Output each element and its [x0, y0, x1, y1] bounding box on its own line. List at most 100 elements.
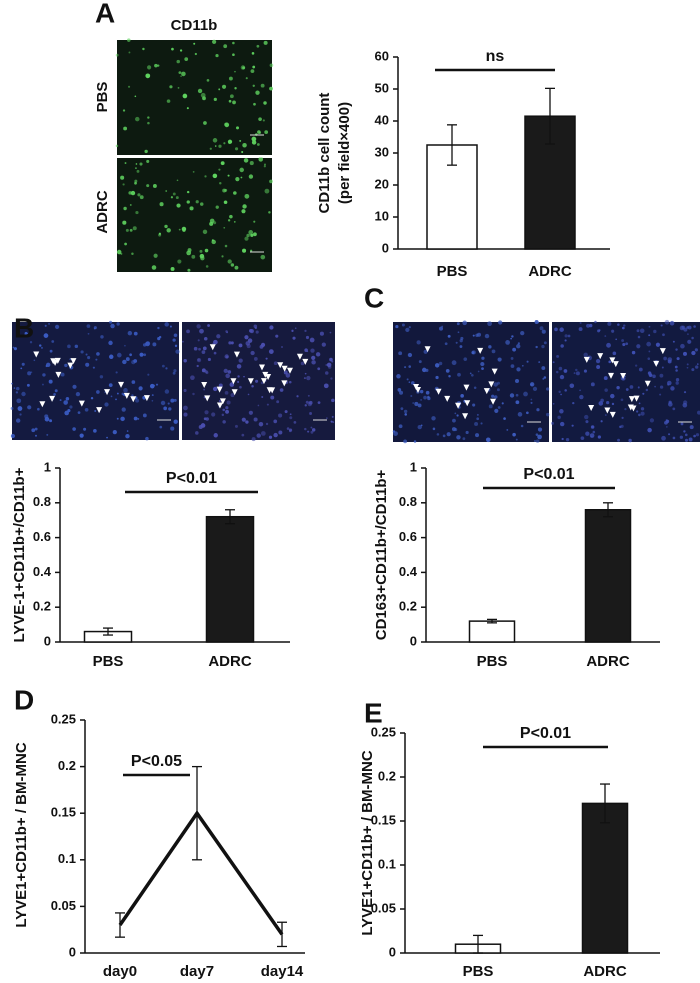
cell	[139, 195, 144, 200]
cell	[536, 408, 540, 412]
cell	[661, 366, 664, 369]
arrowhead	[49, 395, 56, 402]
cell	[129, 204, 132, 206]
cell	[257, 130, 261, 134]
cell	[256, 143, 260, 146]
cell	[37, 407, 40, 411]
cell	[232, 53, 235, 57]
arrowhead	[296, 353, 303, 360]
cell	[304, 427, 307, 431]
cell	[329, 357, 333, 362]
y-tick-label: 0.6	[399, 529, 417, 544]
cell	[237, 375, 240, 378]
cell	[679, 435, 683, 439]
cell	[177, 86, 180, 89]
cell	[87, 332, 90, 335]
cell	[505, 340, 510, 345]
cell	[564, 339, 567, 342]
cell	[20, 367, 23, 370]
cell	[173, 419, 178, 424]
cell	[232, 41, 235, 45]
cell	[545, 412, 550, 417]
arrowhead	[413, 383, 420, 390]
cell	[445, 369, 450, 373]
cell	[202, 346, 207, 351]
cell	[532, 386, 538, 391]
cell	[127, 330, 133, 336]
bar	[581, 802, 629, 954]
cell	[455, 341, 458, 344]
cell	[205, 265, 209, 268]
y-axis-label: CD11b cell count	[316, 93, 333, 214]
cell	[575, 371, 580, 376]
cell	[589, 433, 595, 438]
cell	[90, 396, 94, 400]
cell	[146, 184, 150, 188]
cell	[252, 84, 255, 87]
cell	[204, 248, 209, 253]
cell	[571, 424, 574, 427]
cell	[212, 173, 218, 179]
cell	[446, 432, 451, 437]
y-tick-label: 0.8	[399, 494, 417, 509]
cell	[126, 38, 131, 42]
y-tick-label: 0.4	[399, 564, 418, 579]
cell	[476, 413, 479, 416]
cell	[664, 319, 670, 325]
cell	[213, 433, 218, 438]
cell	[139, 352, 144, 357]
cell	[218, 144, 222, 148]
cell	[236, 126, 240, 130]
significance-label: ns	[486, 48, 505, 65]
cell	[456, 414, 459, 417]
cell	[668, 402, 673, 407]
cell	[427, 395, 430, 399]
y-tick-label: 0.05	[51, 898, 76, 913]
cell	[638, 402, 641, 405]
cell	[128, 51, 131, 54]
y-tick-label: 0.6	[33, 529, 51, 544]
cell	[435, 375, 439, 380]
cell	[398, 351, 403, 356]
y-tick-label: 30	[375, 144, 389, 159]
cell	[154, 63, 158, 68]
cell	[436, 433, 440, 436]
cell	[636, 344, 641, 349]
cell	[591, 425, 594, 429]
cell	[273, 419, 278, 424]
cell	[197, 88, 203, 94]
cell	[152, 342, 157, 347]
cell	[236, 364, 242, 369]
cell	[404, 366, 407, 369]
cell	[218, 383, 223, 388]
cell	[393, 431, 398, 437]
cell	[493, 382, 498, 387]
cell	[305, 335, 310, 340]
cell	[116, 322, 120, 326]
cell	[133, 416, 138, 421]
cell	[575, 368, 578, 372]
cell	[192, 392, 195, 396]
cell	[263, 40, 268, 45]
x-tick-label: PBS	[437, 263, 468, 280]
cell	[258, 117, 262, 122]
cell	[515, 393, 519, 397]
cell	[151, 394, 154, 397]
cell	[300, 361, 305, 366]
cell	[63, 400, 68, 405]
cell	[260, 381, 264, 385]
cell	[137, 193, 141, 197]
cell	[510, 364, 515, 368]
micrograph-bg	[117, 40, 272, 155]
cell	[198, 424, 203, 430]
cell	[640, 411, 645, 416]
cell	[497, 406, 501, 409]
cell	[247, 393, 250, 396]
cell	[503, 417, 506, 420]
cell	[648, 334, 651, 337]
cell	[135, 167, 137, 170]
cell	[202, 229, 208, 235]
cell	[159, 425, 163, 429]
cell	[195, 200, 199, 204]
cell	[100, 335, 104, 339]
